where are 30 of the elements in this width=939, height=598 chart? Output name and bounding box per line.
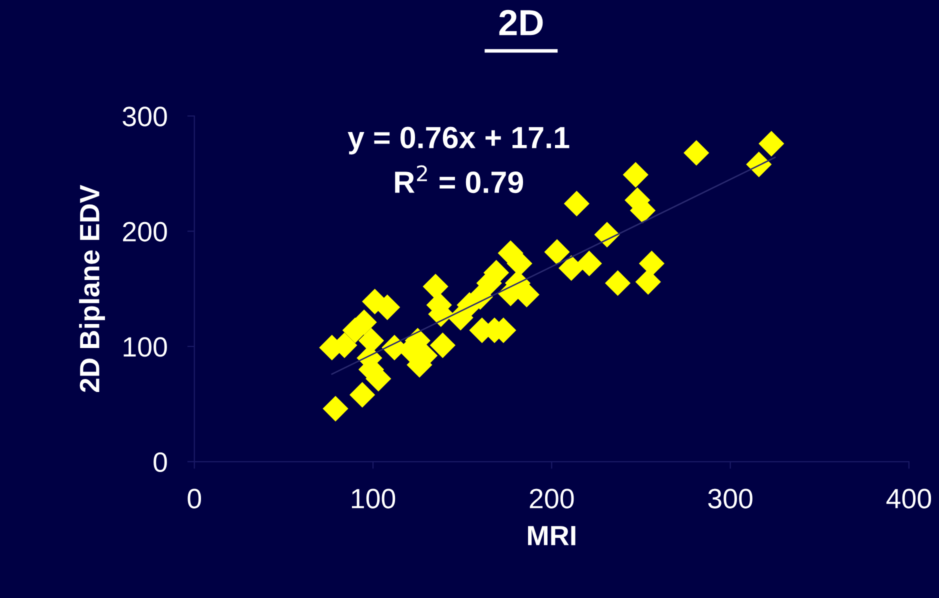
y-tick-label: 300 (122, 106, 167, 126)
x-tick-label: 200 (530, 488, 574, 508)
x-tick-label: 300 (708, 488, 752, 508)
point (684, 140, 710, 166)
point (564, 190, 590, 216)
y-tick-label: 0 (154, 452, 167, 472)
point (422, 274, 448, 300)
point (576, 250, 602, 276)
point (635, 269, 661, 295)
point (758, 130, 784, 156)
point (638, 250, 665, 276)
y-tick-label: 100 (124, 337, 167, 357)
x-tick-label: 100 (352, 488, 396, 508)
y-tick-label: 200 (123, 222, 167, 242)
point (544, 239, 570, 265)
point (746, 152, 772, 178)
point (430, 332, 456, 358)
y-axis-title: 2D Biplane EDV (79, 184, 105, 392)
annotation: y = 0.76x + 17.1 (348, 126, 570, 154)
x-tick-label: 0 (188, 488, 202, 508)
point (622, 162, 648, 188)
point (594, 222, 620, 248)
x-tick-label: 400 (886, 488, 932, 508)
point (558, 255, 584, 281)
chart-title: 2D (499, 10, 543, 36)
x-axis-title: MRI (528, 526, 576, 546)
point (322, 396, 348, 422)
point (349, 382, 376, 408)
point (604, 270, 631, 296)
annotation: R$^{2}$ = 0.79 (395, 165, 524, 194)
